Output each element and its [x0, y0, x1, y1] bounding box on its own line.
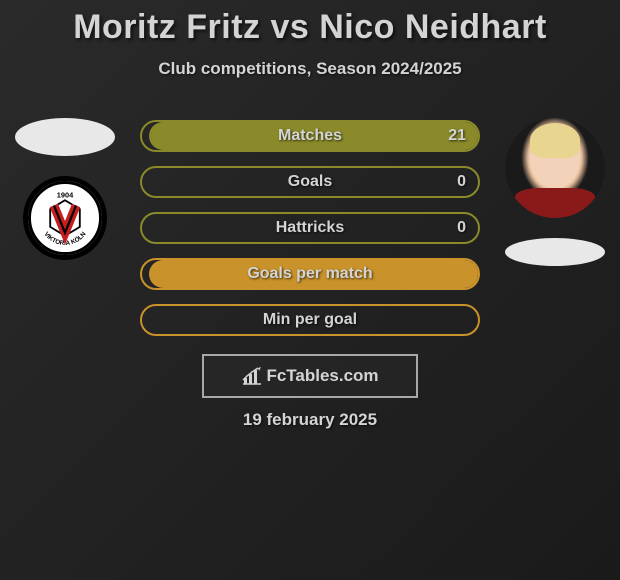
- right-player-club-placeholder: [505, 238, 605, 266]
- stat-label: Min per goal: [263, 311, 357, 329]
- brand-box[interactable]: FcTables.com: [202, 354, 418, 398]
- left-player-avatar-placeholder: [15, 118, 115, 156]
- stat-value-right: 0: [457, 219, 466, 237]
- stat-label: Goals per match: [247, 265, 372, 283]
- stat-label: Matches: [278, 127, 342, 145]
- stat-bar-matches: Matches 21: [140, 120, 480, 152]
- stat-value-right: 0: [457, 173, 466, 191]
- stat-bar-goals-per-match: Goals per match: [140, 258, 480, 290]
- stat-label: Goals: [288, 173, 332, 191]
- stats-container: Matches 21 Goals 0 Hattricks 0 Goals per match…: [140, 120, 480, 336]
- stat-label: Hattricks: [276, 219, 344, 237]
- left-player-column: 1904 VIKTORIA KÖLN: [10, 118, 120, 260]
- stat-value-right: 21: [448, 127, 466, 145]
- stat-bar-goals: Goals 0: [140, 166, 480, 198]
- left-player-club-badge: 1904 VIKTORIA KÖLN: [23, 176, 107, 260]
- subtitle: Club competitions, Season 2024/2025: [0, 59, 620, 79]
- right-player-column: [500, 118, 610, 266]
- brand-chart-icon: [241, 366, 263, 386]
- brand-text: FcTables.com: [266, 366, 378, 386]
- page-title: Moritz Fritz vs Nico Neidhart: [0, 0, 620, 47]
- stat-bar-hattricks: Hattricks 0: [140, 212, 480, 244]
- right-player-avatar: [505, 118, 605, 218]
- club-year: 1904: [57, 190, 74, 199]
- stat-bar-min-per-goal: Min per goal: [140, 304, 480, 336]
- date-text: 19 february 2025: [0, 410, 620, 430]
